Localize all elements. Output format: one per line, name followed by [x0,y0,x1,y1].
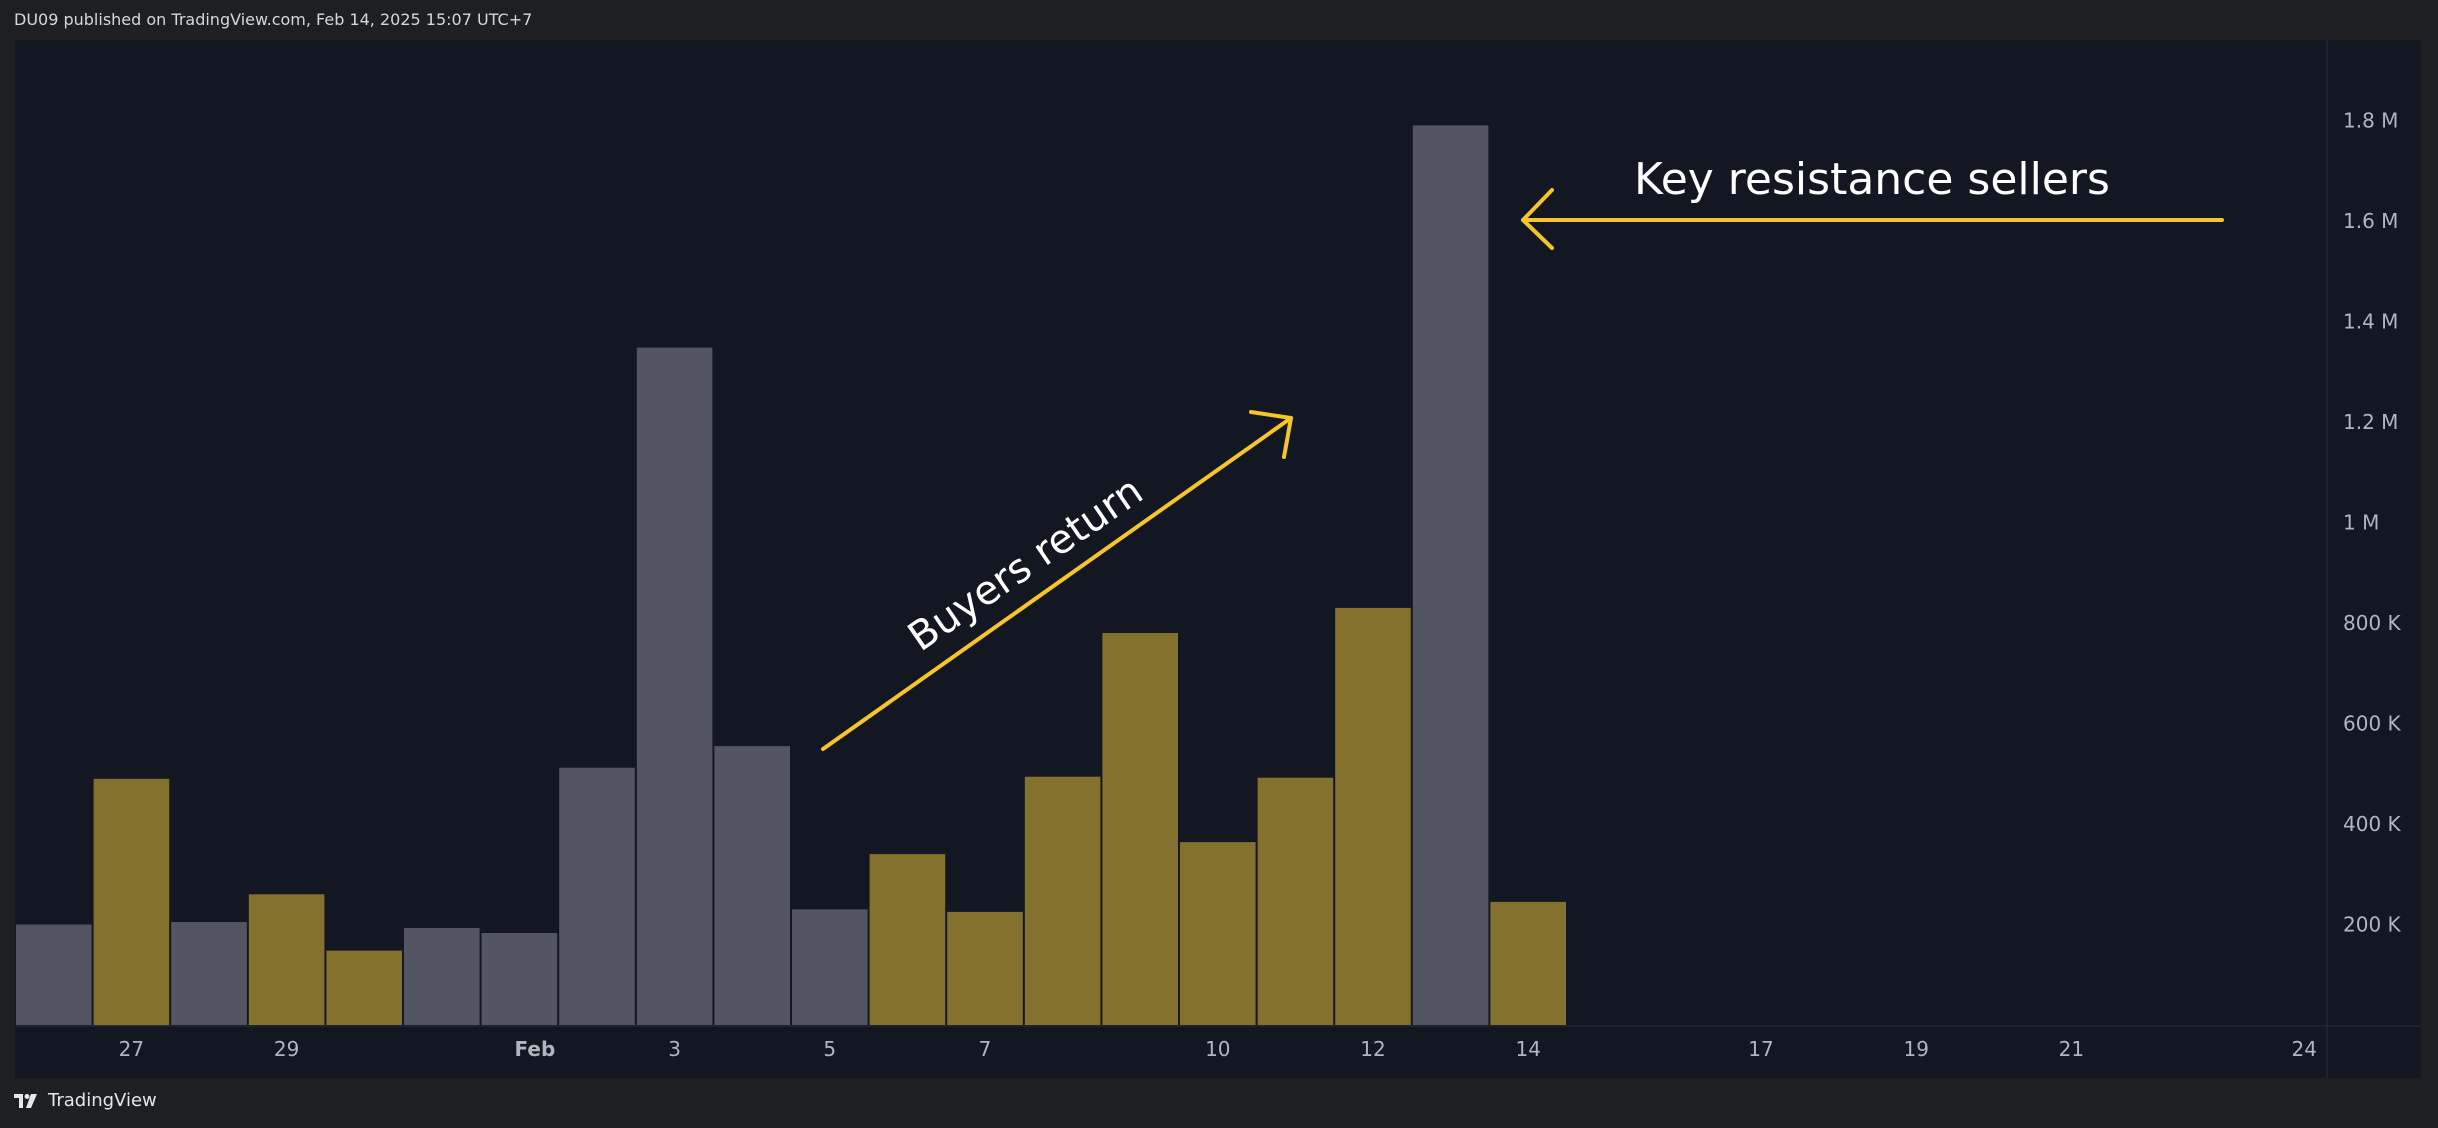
x-tick-label: 5 [823,1037,836,1061]
y-tick-label: 1.2 M [2343,410,2398,434]
volume-bar [248,894,325,1025]
y-tick-label: 1.4 M [2343,309,2398,333]
x-tick-label: 24 [2291,1037,2316,1061]
publish-info: DU09 published on TradingView.com, Feb 1… [14,10,533,29]
y-tick-label: 1.6 M [2343,209,2398,233]
x-tick-label: 3 [668,1037,681,1061]
x-tick-label: 12 [1360,1037,1385,1061]
volume-bar [16,924,92,1025]
volume-bar [869,854,946,1025]
volume-bar [947,911,1023,1025]
buyers-return-label: Buyers return [900,468,1151,661]
volume-bar [93,778,170,1026]
x-tick-label: 29 [274,1037,299,1061]
x-tick-label: 27 [119,1037,144,1061]
chart-panel[interactable]: 200 K 400 K 600 K 800 K 1 M 1.2 M 1.4 M 1.6 M 1.… [15,40,2421,1078]
volume-chart[interactable]: 200 K 400 K 600 K 800 K 1 M 1.2 M 1.4 M 1.6 M 1.… [15,40,2421,1078]
volume-bar [404,928,480,1025]
buyers-return-annotation[interactable]: Buyers return [821,410,1293,751]
tradingview-logo-icon [14,1093,40,1108]
footer-brand[interactable]: TradingView [14,1090,157,1111]
y-tick-label: 1 M [2343,510,2379,534]
volume-bar [1257,777,1334,1025]
x-tick-label: 14 [1515,1037,1540,1061]
x-tick-label: 10 [1205,1037,1230,1061]
volume-bar [481,933,558,1025]
volume-bar [1490,901,1566,1025]
key-resistance-annotation[interactable]: Key resistance sellers [1521,154,2224,250]
y-tick-label: 800 K [2343,611,2402,635]
diagonal-arrow-shaft [821,416,1293,751]
footer-brand-text: TradingView [48,1090,157,1111]
price-axis[interactable]: 200 K 400 K 600 K 800 K 1 M 1.2 M 1.4 M 1.6 M 1.… [2343,108,2402,936]
x-tick-label: 21 [2059,1037,2084,1061]
x-tick-label: 19 [1903,1037,1928,1061]
diagonal-arrow-head [1249,410,1293,459]
volume-bar [326,950,402,1025]
volume-bar [1335,607,1411,1025]
x-tick-label: 7 [979,1037,992,1061]
key-resistance-label: Key resistance sellers [1634,154,2110,205]
volume-bar [171,922,247,1025]
volume-bar [1024,776,1101,1025]
y-tick-label: 200 K [2343,913,2402,937]
volume-bar [714,746,790,1025]
volume-bar [792,909,868,1025]
y-tick-label: 1.8 M [2343,108,2398,132]
volume-bar [636,347,713,1026]
volume-bars [16,125,1566,1026]
y-tick-label: 600 K [2343,712,2402,736]
x-tick-label: Feb [515,1037,556,1061]
x-tick-label: 17 [1748,1037,1773,1061]
volume-bar [1102,633,1178,1025]
volume-bar [1180,842,1256,1025]
left-arrow-head [1521,188,1554,250]
time-axis[interactable]: 27 29 Feb 3 5 7 10 12 14 17 19 21 24 [119,1037,2317,1061]
volume-bar [559,767,635,1025]
volume-bar [1412,125,1489,1025]
y-tick-label: 400 K [2343,812,2402,836]
